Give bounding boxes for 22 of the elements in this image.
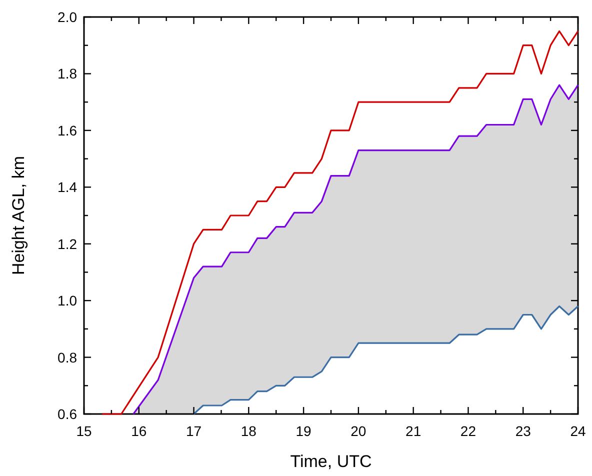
x-tick-label: 19 — [296, 423, 312, 439]
x-tick-label: 17 — [186, 423, 202, 439]
y-tick-label: 1.6 — [58, 122, 78, 138]
x-tick-label: 24 — [570, 423, 586, 439]
line-series — [192, 305, 579, 415]
x-axis-title: Time, UTC — [290, 452, 372, 471]
y-tick-label: 0.6 — [58, 406, 78, 422]
x-tick-label: 18 — [240, 423, 257, 439]
x-tick-label: 22 — [460, 423, 476, 439]
x-tick-label: 15 — [76, 423, 92, 439]
y-tick-label: 1.8 — [58, 66, 78, 82]
y-tick-label: 1.4 — [58, 179, 78, 196]
y-tick-label: 0.8 — [58, 349, 78, 366]
y-tick-label: 2.0 — [58, 9, 78, 25]
x-tick-label: 23 — [515, 423, 532, 439]
x-tick-label: 16 — [131, 423, 147, 439]
y-tick-label: 1.0 — [58, 292, 78, 309]
x-tick-label: 21 — [406, 423, 422, 439]
y-tick-label: 1.2 — [58, 236, 78, 252]
y-axis-title: Height AGL, km — [9, 156, 28, 276]
line-series — [101, 30, 579, 415]
x-tick-label: 20 — [350, 423, 366, 439]
